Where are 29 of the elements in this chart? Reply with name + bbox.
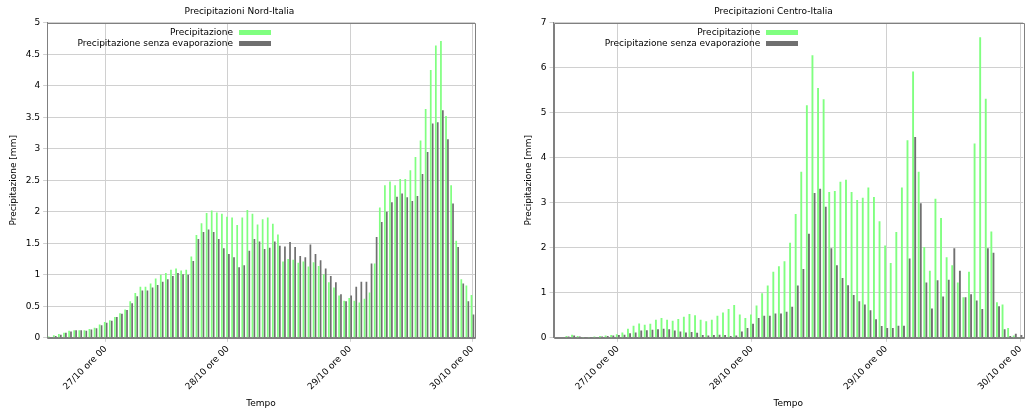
y-tick-label: 0 (540, 332, 547, 343)
y-tick-label: 3.5 (25, 111, 41, 122)
y-tick-label: 1.5 (25, 237, 41, 248)
y-tick-label: 2 (34, 206, 41, 217)
y-tick-label: 2.5 (25, 174, 41, 185)
y-tick-label: 5 (540, 107, 547, 118)
x-axis-title: Tempo (772, 397, 804, 408)
y-tick-label: 3 (540, 197, 547, 208)
y-tick-label: 2 (540, 242, 547, 253)
y-tick-label: 4.5 (25, 48, 41, 59)
y-tick-label: 5 (34, 17, 41, 28)
y-tick-label: 4 (34, 80, 41, 91)
y-tick-label: 1 (540, 287, 547, 298)
chart-title: Precipitazioni Centro-Italia (714, 5, 833, 16)
y-tick-label: 0.5 (25, 300, 41, 311)
y-tick-label: 0 (34, 332, 41, 343)
chart-title: Precipitazioni Nord-Italia (184, 5, 295, 16)
legend-label: Precipitazione (697, 26, 761, 38)
y-tick-label: 1 (34, 269, 41, 280)
y-tick-label: 4 (540, 152, 547, 163)
y-tick-label: 7 (540, 17, 547, 28)
y-axis-title: Precipitazione [mm] (7, 135, 18, 226)
legend-label: Precipitazione senza evaporazione (604, 37, 761, 49)
y-tick-label: 3 (34, 143, 41, 154)
legend-label: Precipitazione (170, 26, 234, 38)
legend-label: Precipitazione senza evaporazione (77, 37, 234, 49)
x-axis-title: Tempo (245, 397, 277, 408)
y-axis-title: Precipitazione [mm] (522, 135, 533, 226)
y-tick-label: 6 (540, 62, 547, 73)
